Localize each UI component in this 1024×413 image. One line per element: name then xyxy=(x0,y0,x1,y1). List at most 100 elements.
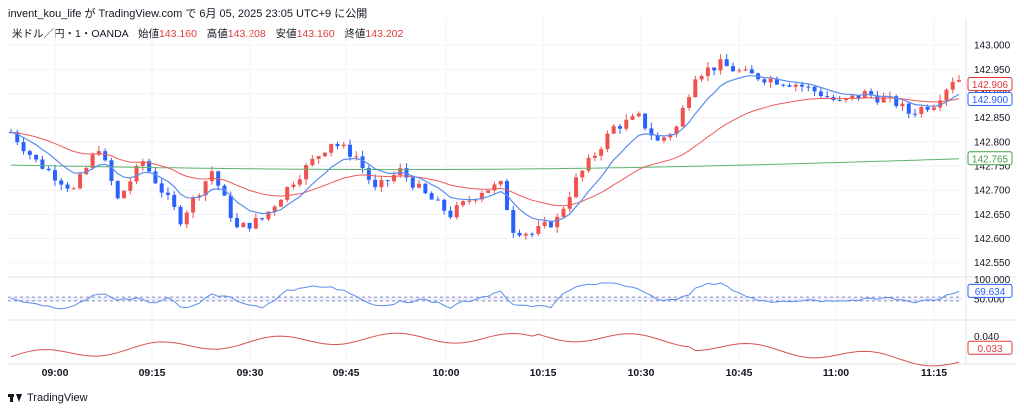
x-tick-label: 09:45 xyxy=(333,367,360,379)
candle-body xyxy=(354,156,359,158)
ma-mid-line xyxy=(10,97,960,207)
close-value: 143.202 xyxy=(365,28,404,40)
candle-body xyxy=(423,183,428,194)
candle-body xyxy=(209,171,214,182)
x-tick-label: 09:30 xyxy=(237,367,264,379)
candle-body xyxy=(649,128,654,136)
candle-body xyxy=(417,183,422,188)
grid-lines xyxy=(8,18,1016,365)
x-tick-label: 09:00 xyxy=(42,367,69,379)
oscillator-line xyxy=(10,332,960,367)
x-tick-label: 10:15 xyxy=(530,367,557,379)
candle-body xyxy=(398,168,403,176)
candle-body xyxy=(486,190,491,193)
candle-body xyxy=(34,154,39,160)
candle-body xyxy=(341,144,346,147)
candle-body xyxy=(674,126,679,135)
candle-body xyxy=(159,183,164,193)
high-value: 143.208 xyxy=(227,28,266,40)
candle-body xyxy=(448,210,453,218)
price-label: 142.906 xyxy=(972,80,1009,91)
candle-body xyxy=(517,232,522,236)
open-value: 143.160 xyxy=(158,28,197,40)
rsi-line xyxy=(10,282,960,310)
candle-body xyxy=(272,206,277,212)
candle-body xyxy=(687,97,692,108)
candle-body xyxy=(184,212,189,225)
candle-body xyxy=(724,59,729,67)
candle-body xyxy=(536,225,541,234)
candle-body xyxy=(680,107,685,127)
candle-body xyxy=(843,98,848,101)
footer-brand[interactable]: TradingView xyxy=(8,392,88,404)
candle-body xyxy=(71,188,76,190)
candle-body xyxy=(712,67,717,71)
candle-body xyxy=(322,152,327,157)
candle-body xyxy=(567,197,572,209)
candle-body xyxy=(197,195,202,198)
candle-body xyxy=(611,126,616,134)
candle-body xyxy=(925,107,930,110)
candle-body xyxy=(15,132,20,143)
candle-body xyxy=(59,180,64,185)
candle-body xyxy=(944,89,949,101)
tradingview-logo-icon xyxy=(8,393,22,403)
candle-body xyxy=(636,113,641,117)
candle-body xyxy=(316,156,321,159)
candle-body xyxy=(580,170,585,178)
candle-body xyxy=(825,96,830,98)
y-tick-label: 142.650 xyxy=(974,210,1011,221)
price-label: 142.900 xyxy=(972,95,1009,106)
candle-body xyxy=(266,211,271,220)
candle-body xyxy=(128,181,133,191)
y-tick-label: 142.800 xyxy=(974,137,1011,148)
candle-body xyxy=(856,95,861,99)
candle-body xyxy=(655,135,660,141)
candle-body xyxy=(548,221,553,228)
candle-body xyxy=(787,85,792,87)
candle-body xyxy=(869,91,874,96)
candle-body xyxy=(699,76,704,80)
price-axis[interactable]: 143.000 142.950 142.900 142.850 142.800 142.7… xyxy=(967,41,1013,270)
candle-body xyxy=(762,79,767,83)
candle-body xyxy=(241,222,246,228)
candle-body xyxy=(109,160,114,182)
rsi-value-label: 69.634 xyxy=(975,287,1006,298)
price-label: 142.765 xyxy=(972,154,1009,165)
ma-fast-line xyxy=(10,75,960,223)
candle-body xyxy=(605,133,610,150)
candle-body xyxy=(40,159,45,169)
candle-body xyxy=(78,174,83,189)
candle-body xyxy=(391,175,396,182)
y-tick-label: 142.550 xyxy=(974,258,1011,269)
candle-body xyxy=(919,107,924,114)
author-name[interactable]: invent_kou_life xyxy=(8,8,82,20)
price-label-box xyxy=(967,77,1013,92)
candle-body xyxy=(850,95,855,99)
symbol-label: 米ドル／円・1・OANDA xyxy=(12,28,129,40)
candle-body xyxy=(592,155,597,158)
y-tick-label: 142.700 xyxy=(974,186,1011,197)
candle-body xyxy=(429,193,434,200)
open-label: 始値 xyxy=(137,28,159,40)
candle-body xyxy=(492,184,497,191)
candle-body xyxy=(65,184,70,189)
x-tick-label: 11:15 xyxy=(921,367,947,379)
candle-body xyxy=(906,103,911,114)
candle-body xyxy=(285,186,290,200)
candle-body xyxy=(329,143,334,153)
candle-body xyxy=(806,86,811,88)
candle-body xyxy=(913,113,918,115)
candle-body xyxy=(523,233,528,236)
candle-body xyxy=(812,86,817,92)
candle-body xyxy=(624,119,629,129)
candle-body xyxy=(950,81,955,90)
time-axis[interactable]: 09:00 09:15 09:30 09:45 10:00 10:15 10:30 10:45… xyxy=(42,367,948,379)
candle-body xyxy=(84,167,89,175)
candle-body xyxy=(103,151,108,161)
candle-body xyxy=(693,79,698,98)
rsi-tick-label: 100.000 xyxy=(974,275,1011,286)
candle-body xyxy=(235,218,240,228)
candle-body xyxy=(278,199,283,207)
